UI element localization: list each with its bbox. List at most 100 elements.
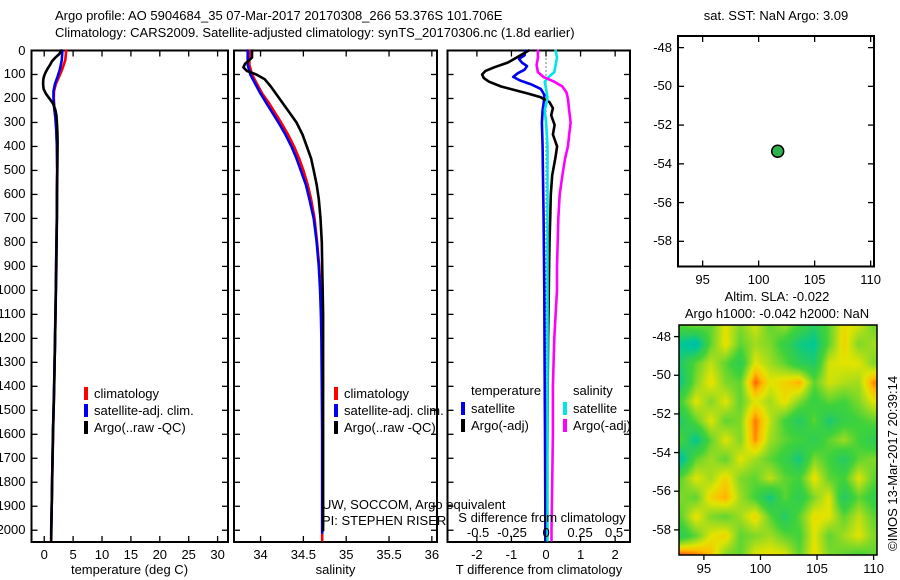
sla-x-tick-label: 95 bbox=[696, 561, 712, 576]
legend-entry: satellite bbox=[461, 400, 541, 417]
legend-line-sample bbox=[84, 387, 88, 400]
depth-tick-label: 300 bbox=[3, 114, 26, 130]
legend-entry-label: satellite-adj. clim. bbox=[344, 403, 444, 418]
depth-tick-label: 0 bbox=[18, 42, 26, 58]
legend-entry-label: Argo(-adj) bbox=[471, 418, 529, 433]
x-tick-label: 34 bbox=[253, 547, 268, 562]
depth-tick-label: 600 bbox=[3, 186, 26, 202]
map-y-tick-label: -56 bbox=[653, 194, 672, 210]
imos-watermark: ©IMOS 13-Mar-2017 20:39:14 bbox=[885, 375, 900, 551]
legend-entry: Argo(..raw -QC) bbox=[334, 419, 444, 436]
profile-line-climatology bbox=[248, 49, 324, 542]
sla-title-line2: Argo h1000: -0.042 h2000: NaN bbox=[684, 306, 870, 321]
depth-tick-label: 2000 bbox=[0, 522, 26, 538]
profile-line-satellite-adj-clim- bbox=[246, 49, 324, 534]
profile-line-argo-raw-qc- bbox=[41, 49, 63, 542]
map-x-tick-label: 95 bbox=[695, 271, 710, 287]
depth-tick-label: 800 bbox=[3, 234, 26, 250]
credit-line2: PI: STEPHEN RISER bbox=[322, 513, 447, 528]
legend-line-sample bbox=[461, 402, 465, 415]
sla-title-line1: Altim. SLA: -0.022 bbox=[724, 289, 830, 304]
sla-y-tick-label: -48 bbox=[652, 328, 671, 344]
legend-line-sample bbox=[563, 419, 567, 432]
legend-column-salinity: salinity satellite Argo(-adj) bbox=[563, 383, 631, 434]
map-title: sat. SST: NaN Argo: 3.09 bbox=[703, 8, 849, 23]
depth-tick-label: 1300 bbox=[0, 354, 26, 370]
map-x-tick-label: 105 bbox=[803, 271, 826, 287]
s-axis-tick-label: 0.5 bbox=[605, 525, 624, 540]
map-y-tick-label: -54 bbox=[653, 155, 672, 171]
sla-heatmap-image bbox=[679, 325, 877, 555]
depth-tick-label: 1600 bbox=[0, 426, 26, 442]
depth-tick-label: 100 bbox=[3, 66, 26, 82]
legend-entry: satellite bbox=[563, 400, 631, 417]
header-line2: Climatology: CARS2009. Satellite-adjuste… bbox=[55, 25, 575, 40]
legend-line-sample bbox=[84, 404, 88, 417]
x-tick-label: 36 bbox=[424, 547, 440, 562]
legend-line-sample bbox=[84, 421, 88, 434]
x-tick-label: 30 bbox=[210, 547, 225, 562]
map-y-tick-label: -50 bbox=[653, 78, 672, 94]
legend-line-sample bbox=[334, 404, 338, 417]
sla-y-tick-label: -54 bbox=[652, 444, 671, 460]
map-y-tick-label: -58 bbox=[653, 233, 672, 249]
s-axis-tick-label: 0.25 bbox=[567, 525, 593, 540]
legend-entry: Argo(-adj) bbox=[461, 417, 541, 434]
depth-tick-label: 200 bbox=[3, 90, 26, 106]
legend-column-temperature: temperature satellite Argo(-adj) bbox=[461, 383, 541, 434]
profile-line-argo-raw-qc- bbox=[242, 49, 325, 532]
depth-tick-label: 1900 bbox=[0, 498, 26, 514]
x-tick-label: -2 bbox=[471, 547, 483, 562]
legend-temperature-panel: climatology satellite-adj. clim. Argo(..ra… bbox=[84, 385, 194, 436]
x-tick-label: 0 bbox=[542, 547, 550, 562]
x-axis-label-tdiff: T difference from climatology bbox=[455, 562, 623, 577]
x-tick-label: 34.5 bbox=[290, 547, 317, 562]
depth-tick-label: 1500 bbox=[0, 402, 26, 418]
x-tick-label: 20 bbox=[152, 547, 168, 562]
legend-entry-label: satellite-adj. clim. bbox=[94, 403, 194, 418]
argo-float-position-marker bbox=[770, 144, 785, 158]
legend-entry: climatology bbox=[334, 385, 444, 402]
x-tick-label: 10 bbox=[94, 547, 110, 562]
s-axis-tick-label: 0 bbox=[542, 525, 550, 540]
x-tick-label: 5 bbox=[69, 547, 77, 562]
depth-tick-label: 700 bbox=[3, 210, 26, 226]
x-axis-label-salinity: salinity bbox=[315, 562, 356, 577]
depth-tick-label: 1000 bbox=[0, 282, 26, 298]
map-y-tick-label: -48 bbox=[653, 39, 672, 55]
legend-entry: satellite-adj. clim. bbox=[84, 402, 194, 419]
s-axis-tick-label: -0.25 bbox=[497, 525, 527, 540]
profile-line-s-satellite bbox=[543, 49, 559, 542]
map-x-tick-label: 110 bbox=[860, 271, 881, 287]
legend-entry: Argo(-adj) bbox=[563, 417, 631, 434]
legend-salinity-panel: climatology satellite-adj. clim. Argo(..ra… bbox=[334, 385, 444, 436]
map-x-tick-label: 100 bbox=[747, 271, 770, 287]
x-axis-label-temperature: temperature (deg C) bbox=[70, 562, 189, 577]
legend-entry: climatology bbox=[84, 385, 194, 402]
x-tick-label: 25 bbox=[181, 547, 196, 562]
depth-tick-label: 1100 bbox=[0, 306, 26, 322]
depth-tick-label: 1700 bbox=[0, 450, 26, 466]
depth-tick-label: 500 bbox=[3, 162, 26, 178]
depth-tick-label: 1800 bbox=[0, 474, 26, 490]
legend-entry-label: satellite bbox=[471, 401, 516, 416]
depth-tick-label: 1200 bbox=[0, 330, 26, 346]
sla-x-tick-label: 105 bbox=[806, 561, 828, 576]
header-line1: Argo profile: AO 5904684_35 07-Mar-2017 … bbox=[55, 8, 503, 23]
legend-entry-label: climatology bbox=[94, 386, 160, 401]
s-axis-title: S difference from climatology bbox=[458, 510, 626, 525]
legend-entry-label: Argo(..raw -QC) bbox=[344, 420, 436, 435]
depth-tick-label: 900 bbox=[3, 258, 26, 274]
legend-entry-label: satellite bbox=[573, 401, 618, 416]
sla-y-tick-label: -50 bbox=[652, 367, 671, 383]
s-axis-tick-label: -0.5 bbox=[466, 525, 490, 540]
legend-line-sample bbox=[461, 419, 465, 432]
legend-line-sample bbox=[563, 402, 567, 415]
x-tick-label: 2 bbox=[611, 547, 619, 562]
legend-entry-label: Argo(..raw -QC) bbox=[94, 420, 186, 435]
x-tick-label: 15 bbox=[123, 547, 139, 562]
sla-y-tick-label: -56 bbox=[652, 483, 671, 499]
x-tick-label: 1 bbox=[576, 547, 585, 562]
x-tick-label: 35 bbox=[338, 547, 354, 562]
